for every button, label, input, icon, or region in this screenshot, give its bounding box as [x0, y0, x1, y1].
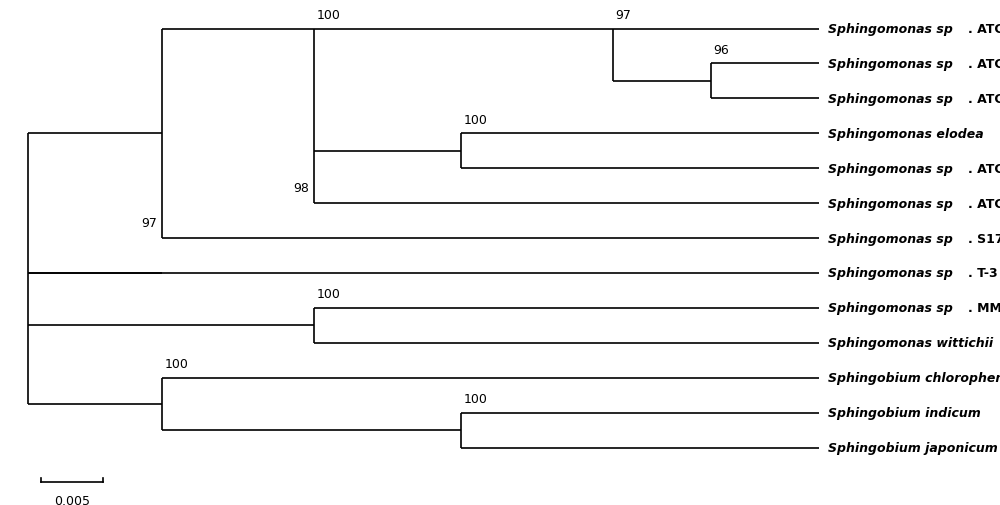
Text: Sphingomonas sp: Sphingomonas sp	[828, 163, 953, 175]
Text: . ATCC 31554 (AF503279): . ATCC 31554 (AF503279)	[968, 92, 1000, 106]
Text: Sphingomonas sp: Sphingomonas sp	[828, 92, 953, 106]
Text: 100: 100	[317, 9, 341, 22]
Text: . ATCC 31853 (AF503282): . ATCC 31853 (AF503282)	[968, 23, 1000, 36]
Text: 100: 100	[317, 288, 341, 300]
Text: 98: 98	[293, 182, 309, 195]
Text: Sphingobium chlorophenolicum: Sphingobium chlorophenolicum	[828, 372, 1000, 384]
Text: Sphingomonas sp: Sphingomonas sp	[828, 302, 953, 315]
Text: Sphingomonas sp: Sphingomonas sp	[828, 197, 953, 210]
Text: Sphingomonas wittichii: Sphingomonas wittichii	[828, 337, 993, 349]
Text: 97: 97	[616, 9, 632, 22]
Text: . S17 (WP00740569): . S17 (WP00740569)	[968, 232, 1000, 245]
Text: 100: 100	[165, 358, 189, 370]
Text: Sphingomonas sp: Sphingomonas sp	[828, 232, 953, 245]
Text: 96: 96	[714, 43, 729, 57]
Text: Sphingomonas sp: Sphingomonas sp	[828, 23, 953, 36]
Text: 100: 100	[464, 392, 488, 405]
Text: Sphingomonas sp: Sphingomonas sp	[828, 58, 953, 71]
Text: . ATCC 31555 (AF503280): . ATCC 31555 (AF503280)	[968, 197, 1000, 210]
Text: 100: 100	[464, 113, 488, 126]
Text: 97: 97	[141, 217, 157, 230]
Text: . ATCC 53159 (AF503283): . ATCC 53159 (AF503283)	[968, 58, 1000, 71]
Text: . ATCC 31961 (AF503281): . ATCC 31961 (AF503281)	[968, 163, 1000, 175]
Text: Sphingobium japonicum: Sphingobium japonicum	[828, 441, 998, 454]
Text: Sphingomonas sp: Sphingomonas sp	[828, 267, 953, 280]
Text: . MM-1 (CP004036): . MM-1 (CP004036)	[968, 302, 1000, 315]
Text: . T-3: . T-3	[968, 267, 998, 280]
Text: Sphingomonas elodea: Sphingomonas elodea	[828, 128, 984, 140]
Text: 0.005: 0.005	[54, 494, 90, 505]
Text: Sphingobium indicum: Sphingobium indicum	[828, 407, 981, 419]
